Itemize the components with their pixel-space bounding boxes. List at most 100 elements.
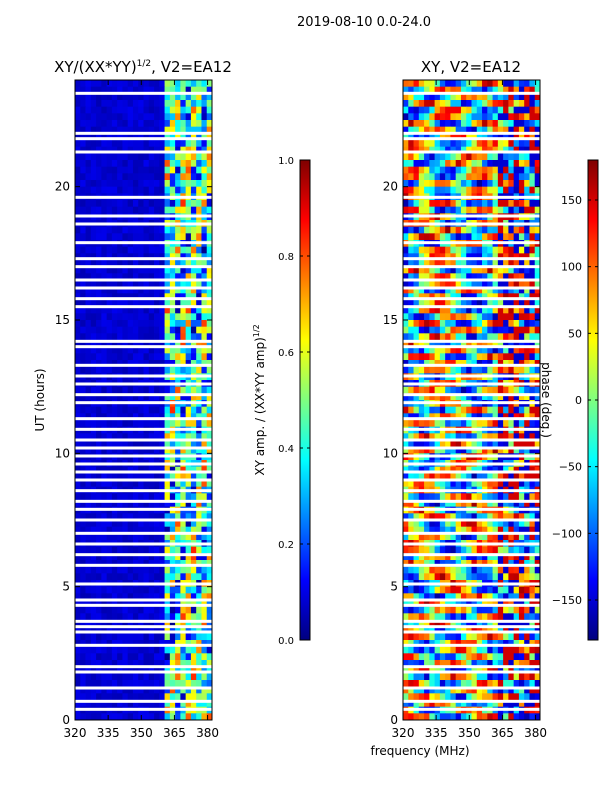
heatmap-cell [90,173,97,181]
heatmap-cell [503,480,509,488]
heatmap-cell [80,600,86,608]
heatmap-cell [524,466,530,474]
heatmap-cell [138,293,144,301]
heatmap-cell [482,513,488,521]
heatmap-cell [497,306,504,314]
heatmap-cell [524,620,530,628]
heatmap-cell [403,566,409,574]
heatmap-cell [206,200,212,208]
data-gap [75,339,212,343]
heatmap-cell [106,320,113,328]
heatmap-cell [524,333,530,341]
heatmap-cell [96,86,102,94]
heatmap-cell [450,673,457,681]
heatmap-cell [408,366,414,374]
heatmap-cell [138,100,144,108]
heatmap-cell [138,626,144,634]
heatmap-cell [434,620,441,628]
heatmap-cell [471,393,478,401]
heatmap-cell [529,353,536,361]
heatmap-cell [513,280,520,288]
heatmap-cell [439,260,446,268]
heatmap-cell [503,513,509,521]
heatmap-cell [413,593,420,601]
heatmap-cell [111,233,118,241]
heatmap-cell [90,333,97,341]
heatmap-cell [180,473,187,481]
heatmap-cell [503,320,509,328]
heatmap-cell [180,673,187,681]
heatmap-cell [175,693,181,701]
data-gap [75,643,212,647]
heatmap-cell [439,593,446,601]
heatmap-cell [117,693,123,701]
heatmap-cell [175,573,181,581]
heatmap-cell [508,233,515,241]
heatmap-cell [408,606,414,614]
heatmap-cell [117,493,123,501]
colorbar1-gradient [299,159,311,641]
heatmap-cell [90,473,97,481]
heatmap-cell [534,433,540,441]
heatmap-cell [127,173,134,181]
heatmap-cell [101,360,108,368]
heatmap-cell [403,320,409,328]
heatmap-cell [159,433,165,441]
heatmap-cell [497,626,504,634]
heatmap-cell [196,166,202,174]
heatmap-cell [513,273,520,281]
heatmap-cell [424,273,430,281]
heatmap-cell [206,653,212,661]
heatmap-cell [513,113,520,121]
heatmap-cell [206,226,212,234]
heatmap-cell [190,533,197,541]
heatmap-cell [175,133,181,141]
heatmap-cell [85,713,92,720]
heatmap-cell [122,440,129,448]
heatmap-cell [132,440,139,448]
heatmap-cell [487,420,493,428]
heatmap-cell [424,500,430,508]
heatmap-cell [487,140,493,148]
heatmap-cell [487,673,493,681]
heatmap-cell [169,313,176,321]
heatmap-cell [524,86,530,94]
heatmap-cell [127,386,134,394]
heatmap-cell [445,553,451,561]
heatmap-cell [445,533,451,541]
heatmap-cell [117,166,123,174]
heatmap-cell [524,493,530,501]
heatmap-cell [101,546,108,554]
heatmap-cell [201,260,208,268]
heatmap-cell [101,413,108,421]
heatmap-cell [154,306,160,314]
heatmap-cell [132,553,139,561]
heatmap-cell [180,200,187,208]
heatmap-cell [80,433,86,441]
heatmap-cell [503,606,509,614]
heatmap-cell [190,493,197,501]
heatmap-cell [439,226,446,234]
heatmap-cell [482,153,488,161]
heatmap-cell [148,493,155,501]
heatmap-cell [518,573,525,581]
heatmap-cell [482,500,488,508]
heatmap-cell [90,393,97,401]
heatmap-cell [96,666,102,674]
heatmap-cell [85,640,92,648]
heatmap-cell [206,573,212,581]
heatmap-cell [201,346,208,354]
heatmap-cell [96,200,102,208]
heatmap-cell [482,440,488,448]
heatmap-cell [185,313,192,321]
heatmap-cell [492,633,499,641]
heatmap-cell [185,280,192,288]
heatmap-cell [529,293,536,301]
heatmap-cell [159,80,165,88]
heatmap-cell [101,473,108,481]
heatmap-cell [424,600,430,608]
heatmap-cell [471,646,478,654]
heatmap-cell [455,680,462,688]
heatmap-cell [175,480,181,488]
heatmap-cell [180,120,187,128]
